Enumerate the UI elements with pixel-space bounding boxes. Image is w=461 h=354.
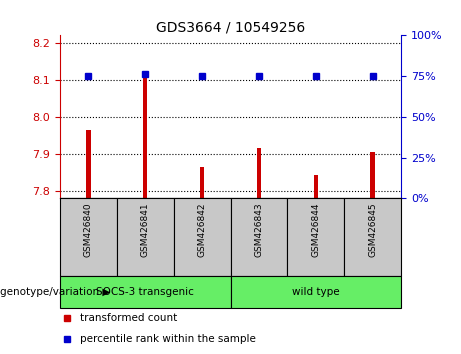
Text: transformed count: transformed count <box>80 313 177 323</box>
Bar <box>86 130 91 198</box>
Text: GSM426845: GSM426845 <box>368 202 377 257</box>
Bar <box>230 198 287 276</box>
Bar <box>143 77 148 198</box>
Title: GDS3664 / 10549256: GDS3664 / 10549256 <box>156 20 305 34</box>
Text: percentile rank within the sample: percentile rank within the sample <box>80 334 256 344</box>
Text: GSM426840: GSM426840 <box>84 202 93 257</box>
Bar <box>60 276 230 308</box>
Bar <box>370 152 375 198</box>
Text: GSM426842: GSM426842 <box>198 202 207 257</box>
Bar <box>60 198 117 276</box>
Bar <box>117 198 174 276</box>
Text: SOCS-3 transgenic: SOCS-3 transgenic <box>96 287 194 297</box>
Bar <box>174 198 230 276</box>
Bar <box>257 148 261 198</box>
Text: GSM426844: GSM426844 <box>311 202 320 257</box>
Bar <box>313 175 318 198</box>
Bar <box>344 198 401 276</box>
Text: GSM426843: GSM426843 <box>254 202 263 257</box>
Text: genotype/variation ▶: genotype/variation ▶ <box>0 287 110 297</box>
Text: wild type: wild type <box>292 287 340 297</box>
Bar <box>200 167 204 198</box>
Bar <box>230 276 401 308</box>
Bar <box>287 198 344 276</box>
Text: GSM426841: GSM426841 <box>141 202 150 257</box>
